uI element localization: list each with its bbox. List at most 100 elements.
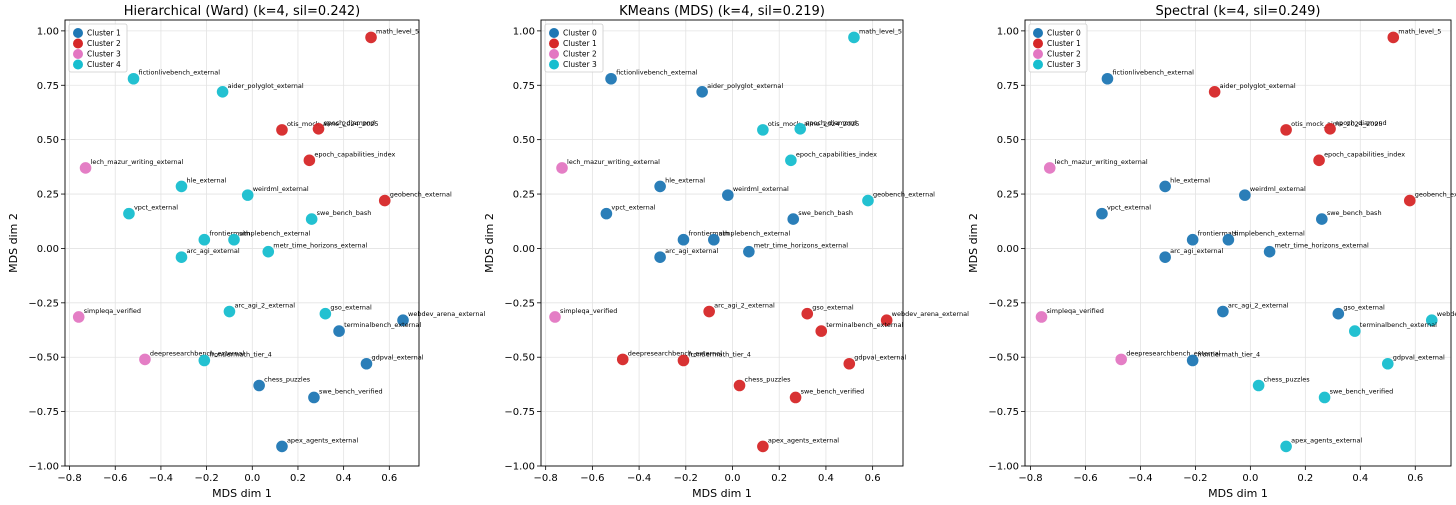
point-label: gso_external [330,304,372,312]
legend-marker [549,28,559,38]
y-tick-label: 1.00 [513,26,535,37]
point-label: arc_agi_external [665,247,718,255]
chart-title: KMeans (MDS) (k=4, sil=0.219) [619,4,825,19]
point-label: simpleqa_verified [1046,307,1103,315]
data-point [365,31,377,44]
y-tick-label: 0.75 [997,81,1019,92]
x-tick-label: 0.2 [771,473,787,484]
data-point [223,305,236,318]
point-label: fictionlivebench_external [616,69,698,77]
data-point [276,124,288,136]
y-tick-label: 0.00 [997,244,1019,255]
chart-title: Spectral (k=4, sil=0.249) [1155,4,1320,19]
x-tick-label: −0.2 [674,473,698,484]
data-point [1096,207,1108,220]
point-label: apex_agents_external [287,436,358,444]
data-point [79,162,92,174]
x-tick-label: 0.2 [1297,473,1313,484]
plot-frame [1024,19,1452,467]
y-tick-label: −0.50 [504,353,535,364]
data-point [139,353,151,366]
legend-label: Cluster 2 [1047,50,1081,59]
legend-label: Cluster 2 [87,39,121,48]
scatter-panel-3: −0.8 −0.6 −0.4 −0.2 0.0 0.2 0.4 0.6 −1.00 −0.75 −0… [967,4,1456,500]
point-label: chess_puzzles [264,376,311,384]
data-point [1280,124,1292,136]
point-label: arc_agi_2_external [1228,302,1289,310]
data-point [1222,233,1235,246]
plot-area [541,20,903,466]
data-point [605,72,617,85]
y-tick-label: −1.00 [28,462,59,473]
x-tick-label: −0.8 [534,473,558,484]
data-point [1263,245,1276,258]
legend-label: Cluster 3 [1047,60,1081,69]
point-label: metr_time_horizons_external [754,242,848,250]
point-label: deepresearchbench_external [150,349,244,357]
data-point [253,379,265,392]
data-point [1332,307,1345,320]
legend-label: Cluster 3 [563,60,597,69]
data-point [815,325,828,337]
x-tick-label: 0.4 [1352,473,1368,484]
data-point [175,251,188,263]
legend-marker [73,38,83,49]
point-label: terminalbench_external [826,321,903,329]
point-label: epoch_capabilities_index [796,150,877,158]
y-tick-label: −0.25 [504,298,535,309]
x-tick-label: 0.4 [818,473,834,484]
data-point [1387,31,1400,44]
legend-marker [1033,38,1043,49]
x-tick-label: −0.6 [580,473,604,484]
y-tick-label: −1.00 [504,462,535,473]
data-point [1101,72,1114,85]
plot-area [65,20,419,466]
data-point [262,245,275,258]
legend-marker [1033,49,1043,59]
data-point [1403,194,1416,207]
point-label: webdev_arena_external [892,310,969,318]
x-tick-label: −0.2 [1183,473,1207,484]
legend-label: Cluster 3 [87,50,121,59]
point-label: math_level_5 [1398,27,1441,35]
point-label: fictionlivebench_external [1112,69,1194,77]
point-label: swe_bench_bash [317,209,372,217]
point-label: epoch_diamond [324,119,376,127]
legend-label: Cluster 0 [563,29,597,38]
point-label: gdpval_external [371,354,423,362]
point-label: terminalbench_external [344,321,421,329]
point-label: chess_puzzles [745,376,792,384]
data-point [654,251,666,263]
point-label: terminalbench_external [1360,321,1437,329]
data-point [1043,162,1056,174]
point-label: simplebench_external [1233,230,1305,238]
x-tick-label: 0.6 [381,473,397,484]
y-tick-label: 0.75 [37,81,59,92]
data-point [127,72,140,85]
y-tick-label: −1.00 [988,462,1019,473]
data-point [708,233,720,246]
point-label: arc_agi_2_external [234,302,295,310]
point-label: simpleqa_verified [84,307,141,315]
data-point [703,305,715,318]
data-point [319,307,332,320]
legend-marker [1033,59,1043,70]
data-point [303,154,316,167]
data-point [1186,354,1199,367]
x-tick-label: 0.2 [290,473,306,484]
point-label: lech_mazur_writing_external [91,158,184,166]
point-label: geobench_external [390,191,452,199]
y-tick-label: 1.00 [37,26,59,37]
data-point [600,207,613,220]
data-point [722,189,734,201]
data-point [312,122,325,135]
point-label: swe_bench_bash [798,209,853,217]
plot-area [1025,20,1451,466]
data-point [123,207,135,220]
legend-box [68,23,128,73]
x-tick-label: −0.2 [194,473,218,484]
x-tick-label: 0.0 [244,473,260,484]
legend-label: Cluster 2 [563,50,597,59]
